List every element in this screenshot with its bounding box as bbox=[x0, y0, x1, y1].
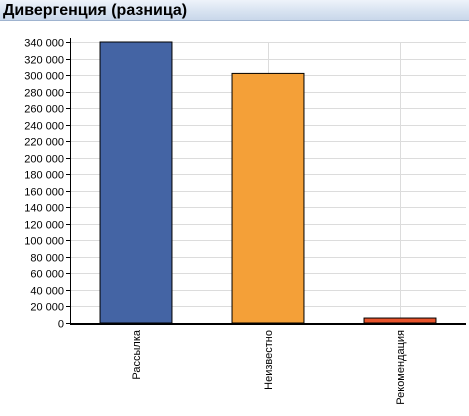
bars bbox=[99, 41, 437, 324]
y-tick-label: 120 000 bbox=[24, 220, 64, 232]
bar-2 bbox=[231, 72, 305, 324]
x-tick-label: Рекомендация bbox=[395, 330, 407, 405]
x-tick-labels: Рассылка Неизвестно Рекомендация bbox=[131, 329, 407, 405]
y-tick-label: 80 000 bbox=[30, 253, 64, 265]
chart-title: Дивергенция (разница) bbox=[3, 2, 188, 19]
y-tick-label: 0 bbox=[58, 319, 64, 331]
y-tick-label: 140 000 bbox=[24, 203, 64, 215]
chart-header: Дивергенция (разница) bbox=[0, 0, 469, 21]
y-tick-label: 300 000 bbox=[24, 71, 64, 83]
y-tick-label: 180 000 bbox=[24, 170, 64, 182]
y-tick-label: 340 000 bbox=[24, 38, 64, 50]
y-tick-label: 20 000 bbox=[30, 302, 64, 314]
y-tick-label: 100 000 bbox=[24, 236, 64, 248]
y-tick-label: 40 000 bbox=[30, 286, 64, 298]
y-tick-labels: 0 20 000 40 000 60 000 80 000 100 000 120 000 1… bbox=[24, 38, 64, 331]
y-tick-label: 220 000 bbox=[24, 137, 64, 149]
y-tick-label: 240 000 bbox=[24, 121, 64, 133]
axes bbox=[66, 38, 466, 325]
bar-3 bbox=[363, 317, 437, 324]
x-tick-label: Рассылка bbox=[131, 329, 143, 379]
x-tick-label: Неизвестно bbox=[263, 330, 275, 390]
bar-1 bbox=[99, 41, 173, 324]
y-tick-label: 280 000 bbox=[24, 88, 64, 100]
y-tick-label: 320 000 bbox=[24, 55, 64, 67]
y-tick-label: 60 000 bbox=[30, 269, 64, 281]
y-tick-label: 260 000 bbox=[24, 104, 64, 116]
y-tick-label: 160 000 bbox=[24, 187, 64, 199]
y-tick-label: 200 000 bbox=[24, 154, 64, 166]
